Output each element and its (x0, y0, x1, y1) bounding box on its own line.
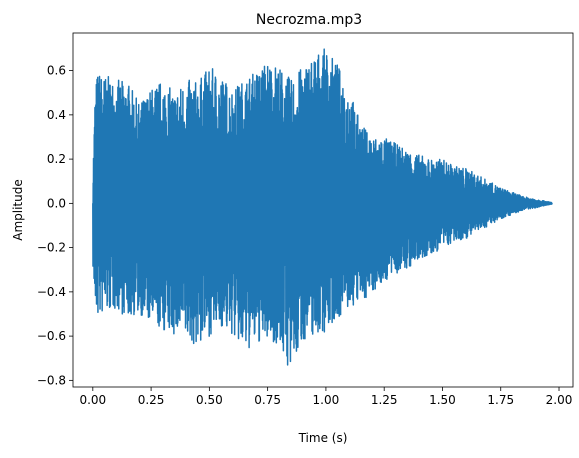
y-axis-label: Amplitude (11, 179, 25, 241)
x-tick-label: 0.25 (138, 393, 165, 407)
x-tick-label: 1.75 (487, 393, 514, 407)
plot-frame (72, 32, 574, 388)
chart-title: Necrozma.mp3 (256, 12, 362, 28)
y-tick-label: −0.4 (37, 285, 66, 299)
x-axis: 0.00 0.25 0.50 0.75 1.00 1.25 1.50 1.75 2.00 (79, 387, 572, 407)
x-tick-label: 0.50 (196, 393, 223, 407)
y-axis: −0.8 −0.6 −0.4 −0.2 0.0 0.2 0.4 0.6 (37, 64, 73, 387)
y-tick-label: 0.0 (47, 196, 66, 210)
x-tick-label: 1.25 (371, 393, 398, 407)
x-tick-label: 0.00 (79, 393, 106, 407)
x-tick-label: 0.75 (254, 393, 281, 407)
x-tick-label: 1.00 (313, 393, 340, 407)
plot-area (92, 48, 553, 366)
y-tick-label: 0.4 (47, 108, 66, 122)
x-tick-label: 2.00 (546, 393, 573, 407)
y-tick-label: 0.2 (47, 152, 66, 166)
y-tick-label: 0.6 (47, 64, 66, 78)
x-tick-label: 1.50 (429, 393, 456, 407)
y-tick-label: −0.2 (37, 241, 66, 255)
waveform-line (92, 48, 553, 366)
y-tick-label: −0.6 (37, 329, 66, 343)
x-axis-label: Time (s) (298, 431, 348, 445)
y-tick-label: −0.8 (37, 373, 66, 387)
